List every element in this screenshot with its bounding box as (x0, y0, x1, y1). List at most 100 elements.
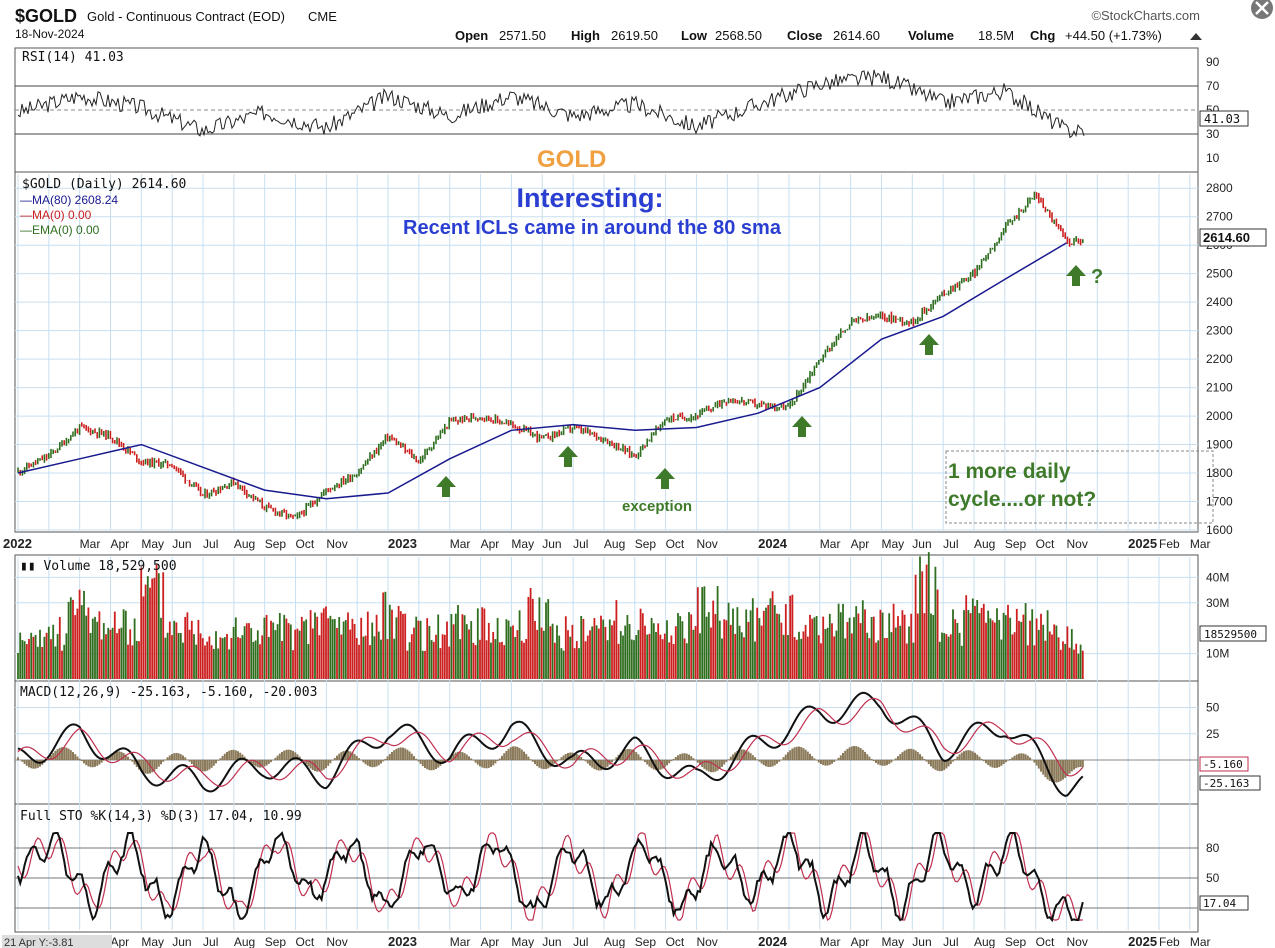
price-axis: 2800270026002500240023002200210020001900… (1206, 181, 1233, 537)
high-label: High (571, 28, 600, 43)
annotation-box (945, 450, 1214, 524)
green-up-arrow-icon (436, 476, 456, 497)
price-bars (17, 191, 1084, 520)
price-x-label: Jun (542, 537, 561, 551)
legend-ema0: —EMA(0) 0.00 (20, 223, 100, 237)
sto-x-label: Sep (635, 935, 657, 948)
price-x-label: Jun (172, 537, 191, 551)
price-x-label: May (881, 537, 904, 551)
sto-x-label: Feb (1159, 935, 1180, 948)
sto-x-label: Jul (943, 935, 958, 948)
annotation-box-line1: 1 more daily (948, 460, 1071, 483)
sto-x-label: Jun (542, 935, 561, 948)
price-x-label: Apr (111, 537, 130, 551)
price-x-label: Jul (943, 537, 958, 551)
price-x-label: 2024 (758, 536, 788, 551)
sto-x-label: Mar (450, 935, 471, 948)
price-x-label: Sep (265, 537, 287, 551)
instrument-name: Gold - Continuous Contract (EOD) (87, 9, 285, 24)
macd-value-box (1199, 775, 1261, 791)
sto-x-label: Jul (203, 935, 218, 948)
low-label: Low (681, 28, 708, 43)
macd-signal-value: -5.160 (1203, 758, 1243, 771)
price-x-label: May (511, 537, 534, 551)
sto-x-label: Aug (974, 935, 995, 948)
price-x-label: Aug (234, 537, 255, 551)
price-current-value: 2614.60 (1203, 230, 1250, 245)
macd-value: -25.163 (1203, 777, 1249, 790)
open-value: 2571.50 (499, 28, 546, 43)
macd-signal-line (17, 697, 1084, 787)
sto-title: Full STO %K(14,3) %D(3) 17.04, 10.99 (20, 809, 302, 824)
price-tick-label: 2000 (1206, 409, 1233, 423)
rsi-tick-label: 90 (1206, 55, 1220, 69)
sto-value: 17.04 (1203, 897, 1236, 910)
price-x-label: Apr (481, 537, 500, 551)
price-x-label: Jun (912, 537, 931, 551)
sto-tick-label: 50 (1206, 871, 1220, 885)
price-value-box (1199, 228, 1267, 247)
open-label: Open (455, 28, 488, 43)
price-x-label: Apr (851, 537, 870, 551)
crosshair-readout: 21 Apr Y:-3.81 (4, 937, 74, 948)
price-x-label: May (141, 537, 164, 551)
rsi-series (17, 69, 1085, 139)
sto-panel (14, 803, 1199, 933)
rsi-tick-label: 10 (1206, 151, 1220, 165)
volume-bars (17, 552, 1084, 679)
price-x-label: Sep (1005, 537, 1027, 551)
close-icon[interactable] (1251, 0, 1273, 19)
macd-signal-box (1199, 756, 1249, 772)
price-tick-label: 2800 (1206, 181, 1233, 195)
price-tick-label: 1700 (1206, 495, 1233, 509)
sto-d-line (17, 832, 1083, 921)
annotation-subtitle: Recent ICLs came in around the 80 sma (403, 217, 782, 239)
green-up-arrow-icon (558, 446, 578, 467)
sto-x-label: May (511, 935, 534, 948)
crosshair-readout-bg (2, 935, 112, 948)
rsi-tick-label: 30 (1206, 127, 1220, 141)
ma80-line (17, 242, 1067, 500)
sto-x-label: Sep (265, 935, 287, 948)
brand-label: ©StockCharts.com (1091, 8, 1200, 23)
price-x-axis: 2022 Mar Apr May Jun Jul Aug Sep Oct Nov 2023 Mar Ap… (3, 536, 1211, 551)
price-x-label: Oct (1036, 537, 1055, 551)
sto-x-label: Jun (912, 935, 931, 948)
volume-label: Volume (908, 28, 954, 43)
macd-title: MACD(12,26,9) -25.163, -5.160, -20.003 (20, 685, 317, 700)
ohlc-bar: Open 2571.50 High 2619.50 Low 2568.50 Cl… (455, 28, 1162, 43)
price-x-label: Jul (203, 537, 218, 551)
price-x-label: 2025 (1128, 536, 1157, 551)
price-x-label: Oct (666, 537, 685, 551)
price-tick-label: 1900 (1206, 438, 1233, 452)
price-x-label: Mar (450, 537, 471, 551)
icl-arrows (436, 265, 1086, 497)
sto-x-label: Apr (111, 935, 130, 948)
price-x-label: 2023 (388, 536, 417, 551)
volume-tick-label: 30M (1206, 596, 1229, 610)
sto-x-label: Sep (1005, 935, 1027, 948)
sto-x-label: May (141, 935, 164, 948)
chart-header: $GOLD Gold - Continuous Contract (EOD) C… (15, 0, 1273, 43)
volume-tick-label: 10M (1206, 647, 1229, 661)
sto-x-label: Jun (172, 935, 191, 948)
macd-axis: 50 25 (1206, 701, 1220, 741)
sto-x-label: Mar (820, 935, 841, 948)
close-label: Close (787, 28, 822, 43)
sto-x-label: Oct (666, 935, 685, 948)
price-x-label: Nov (326, 537, 347, 551)
price-tick-label: 2200 (1206, 352, 1233, 366)
price-legend: $GOLD (Daily) 2614.60 —MA(80) 2608.24 —M… (20, 177, 186, 237)
sto-x-label: Oct (1036, 935, 1055, 948)
green-up-arrow-icon (655, 468, 675, 489)
sto-x-label: Apr (481, 935, 500, 948)
price-x-label: 2022 (3, 536, 32, 551)
macd-line (17, 691, 1084, 797)
price-tick-label: 2100 (1206, 381, 1233, 395)
volume-tick-label: 40M (1206, 570, 1229, 584)
sto-x-label: Mar (1190, 935, 1211, 948)
price-panel (14, 171, 1199, 533)
rsi-value: 41.03 (1204, 112, 1240, 126)
